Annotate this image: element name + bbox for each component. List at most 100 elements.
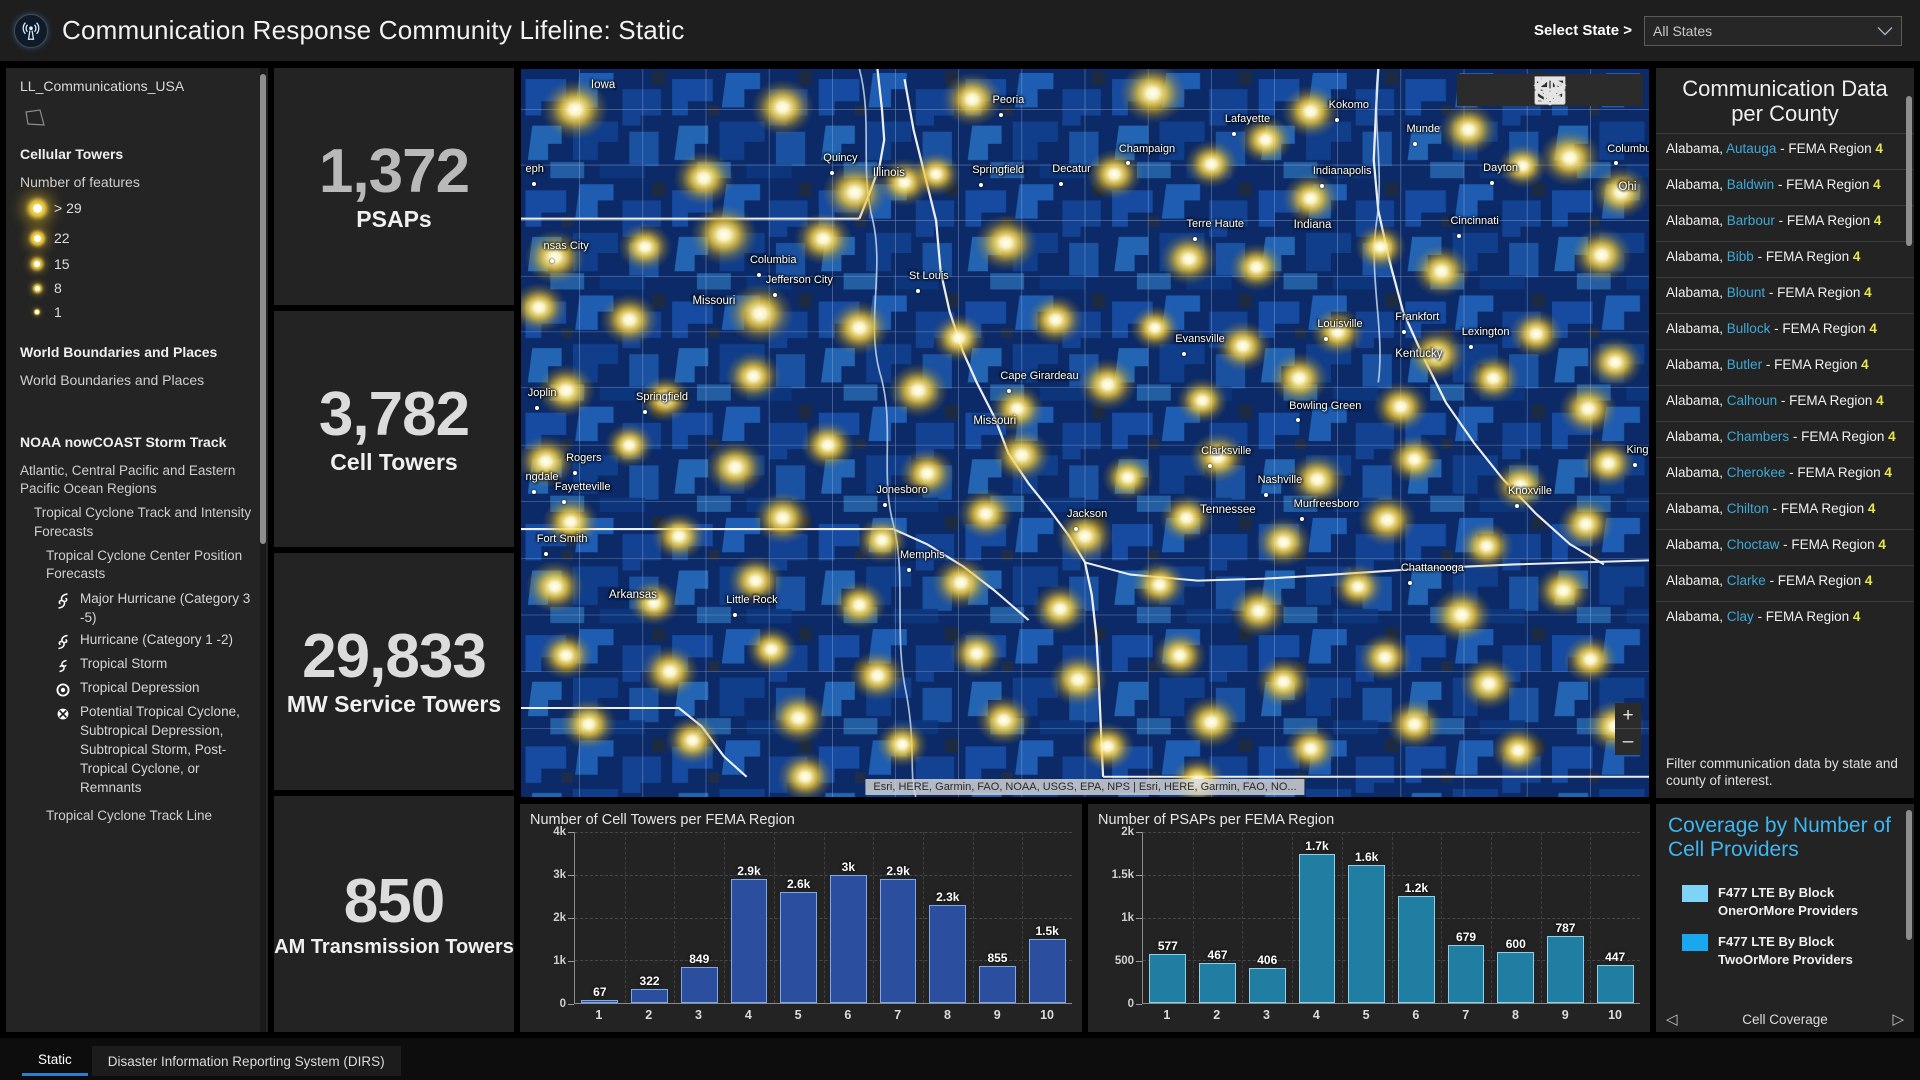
dashboard-body: LL_Communications_USA Cellular Towers Nu… [0, 62, 1920, 1038]
chart-plot: 0 1k 2k 3k 4k 67 322 849 2.9k 2.6k 3k 2.9k 2.3k 855 1… [530, 826, 1072, 1010]
county-list-item[interactable]: Alabama, Bibb - FEMA Region 4 [1656, 240, 1914, 277]
bar[interactable]: 600 [1497, 937, 1535, 1003]
county-region-text: - FEMA Region [1765, 572, 1865, 588]
county-list-item[interactable]: Alabama, Calhoun - FEMA Region 4 [1656, 384, 1914, 421]
polygon-swatch-icon [24, 108, 50, 128]
county-list-item[interactable]: Alabama, Chambers - FEMA Region 4 [1656, 420, 1914, 457]
county-region-text: - FEMA Region [1768, 500, 1868, 516]
county-list-item[interactable]: Alabama, Cherokee - FEMA Region 4 [1656, 456, 1914, 493]
legend-scrollbar-thumb[interactable] [260, 74, 266, 544]
kpi-card-psaps[interactable]: 1,372 PSAPs [274, 68, 514, 305]
bar[interactable]: 577 [1149, 939, 1187, 1003]
zoom-in-button[interactable]: + [1615, 703, 1641, 729]
tab-dirs[interactable]: Disaster Information Reporting System (D… [91, 1046, 401, 1076]
bar-value-label: 3k [841, 859, 856, 874]
bar[interactable]: 2.9k [879, 864, 917, 1003]
chevron-down-icon [1877, 23, 1893, 39]
county-list-item[interactable]: Alabama, Autauga - FEMA Region 4 [1656, 132, 1914, 169]
bar-value-label: 2.6k [786, 876, 811, 891]
county-list-item[interactable]: Alabama, Baldwin - FEMA Region 4 [1656, 168, 1914, 205]
bar[interactable]: 447 [1596, 950, 1634, 1003]
city-point-icon [756, 272, 761, 277]
map-view[interactable]: Iowa Peoria Lafayette Kokomo Munde Columbu Qui… [520, 68, 1650, 798]
bar[interactable]: 467 [1199, 948, 1236, 1003]
legend-storm-item: Tropical Storm [46, 654, 254, 676]
county-fema-region: 4 [1873, 212, 1882, 228]
city-point-icon [1073, 526, 1078, 531]
city-point-icon [1324, 336, 1329, 341]
x-tick-label: 10 [1040, 1008, 1055, 1022]
city-point-icon [561, 499, 566, 504]
basemap-gallery-icon[interactable] [1534, 75, 1639, 105]
bar[interactable]: 322 [631, 974, 668, 1003]
bar[interactable]: 2.6k [780, 877, 818, 1003]
county-region-text: - FEMA Region [1785, 464, 1885, 480]
city-point-icon [1231, 132, 1236, 137]
bar-slot: 467 [1193, 832, 1243, 1003]
bar-slot: 67 [575, 832, 625, 1003]
county-fema-region: 4 [1852, 608, 1861, 624]
county-list-item[interactable]: Alabama, Choctaw - FEMA Region 4 [1656, 528, 1914, 565]
county-list[interactable]: Alabama, Autauga - FEMA Region 4 Alabama,… [1656, 132, 1914, 753]
bar[interactable]: 2.9k [730, 864, 768, 1003]
chevron-right-icon[interactable]: ▷ [1892, 1011, 1904, 1028]
y-axis: 0 1k 2k 3k 4k [530, 826, 574, 1010]
county-list-item[interactable]: Alabama, Butler - FEMA Region 4 [1656, 348, 1914, 385]
bar[interactable]: 1.6k [1348, 850, 1386, 1003]
y-tick-label: 0 [559, 998, 566, 1010]
x-tick-label: 1 [1163, 1008, 1171, 1022]
y-tick-label: 2k [1121, 826, 1134, 838]
bar-slot: 406 [1242, 832, 1292, 1003]
y-tick-label: 2k [553, 912, 566, 924]
bar[interactable]: 849 [680, 952, 718, 1003]
coverage-scrollbar[interactable] [1906, 810, 1912, 940]
chevron-left-icon[interactable]: ◁ [1666, 1011, 1678, 1028]
bar[interactable]: 787 [1547, 921, 1584, 1003]
plot-area: 577 467 406 1.7k 1.6k 1.2k 679 600 787 447 [1142, 832, 1640, 1004]
county-fema-region: 4 [1888, 428, 1896, 444]
bar[interactable]: 679 [1447, 930, 1485, 1003]
kpi-card-cell-towers[interactable]: 3,782 Cell Towers [274, 310, 514, 547]
bar[interactable]: 1.2k [1397, 881, 1435, 1003]
county-state: Alabama, [1666, 500, 1727, 516]
bar[interactable]: 1.5k [1028, 924, 1066, 1003]
bar[interactable]: 1.7k [1298, 839, 1336, 1003]
bar[interactable]: 855 [979, 951, 1016, 1003]
city-point-icon [550, 259, 555, 263]
county-panel-title: Communication Data per County [1682, 76, 1888, 127]
coverage-panel-title: Coverage by Number of Cell Providers [1668, 814, 1891, 862]
kpi-card-mw-service-towers[interactable]: 29,833 MW Service Towers [274, 553, 514, 790]
tower-glow-icon [20, 203, 54, 213]
county-state: Alabama, [1666, 284, 1727, 300]
bar-value-label: 1.7k [1305, 839, 1329, 854]
kpi-card-am-transmission-towers[interactable]: 850 AM Transmission Towers [274, 795, 514, 1032]
county-list-item[interactable]: Alabama, Blount - FEMA Region 4 [1656, 276, 1914, 313]
county-name: Blount [1726, 284, 1766, 300]
county-list-item[interactable]: Alabama, Clay - FEMA Region 4 [1656, 600, 1914, 637]
legend-noaa-head: NOAA nowCOAST Storm Track [20, 434, 227, 450]
bar[interactable]: 2.3k [929, 890, 967, 1003]
tab-static[interactable]: Static [22, 1046, 88, 1076]
state-filter-select[interactable]: All States [1644, 15, 1902, 46]
legend-noaa-regions: Atlantic, Central Pacific and Eastern Pa… [20, 463, 236, 497]
zoom-out-button[interactable]: – [1622, 731, 1634, 752]
legend-storm-label: Potential Tropical Cyclone, Subtropical … [80, 703, 240, 796]
county-state: Alabama, [1666, 212, 1727, 228]
bar-slot: 679 [1441, 832, 1491, 1003]
county-list-item[interactable]: Alabama, Barbour - FEMA Region 4 [1656, 204, 1914, 241]
county-list-item[interactable]: Alabama, Clarke - FEMA Region 4 [1656, 564, 1914, 601]
bar[interactable]: 3k [829, 860, 867, 1003]
county-fema-region: 4 [1875, 140, 1883, 156]
county-name: Choctaw [1726, 536, 1780, 552]
x-tick-label: 10 [1608, 1008, 1623, 1022]
county-list-item[interactable]: Alabama, Chilton - FEMA Region 4 [1656, 492, 1914, 529]
x-tick-label: 7 [1462, 1008, 1470, 1022]
county-list-scrollbar[interactable] [1906, 96, 1912, 246]
county-data-panel: Communication Data per County Alabama, A… [1656, 68, 1914, 798]
gridline [624, 832, 626, 1003]
county-list-item[interactable]: Alabama, Bullock - FEMA Region 4 [1656, 312, 1914, 349]
city-point-icon [906, 567, 911, 572]
bar[interactable]: 406 [1248, 953, 1286, 1003]
bar[interactable]: 67 [581, 985, 619, 1003]
legend-scroll-track[interactable] [260, 68, 266, 1032]
